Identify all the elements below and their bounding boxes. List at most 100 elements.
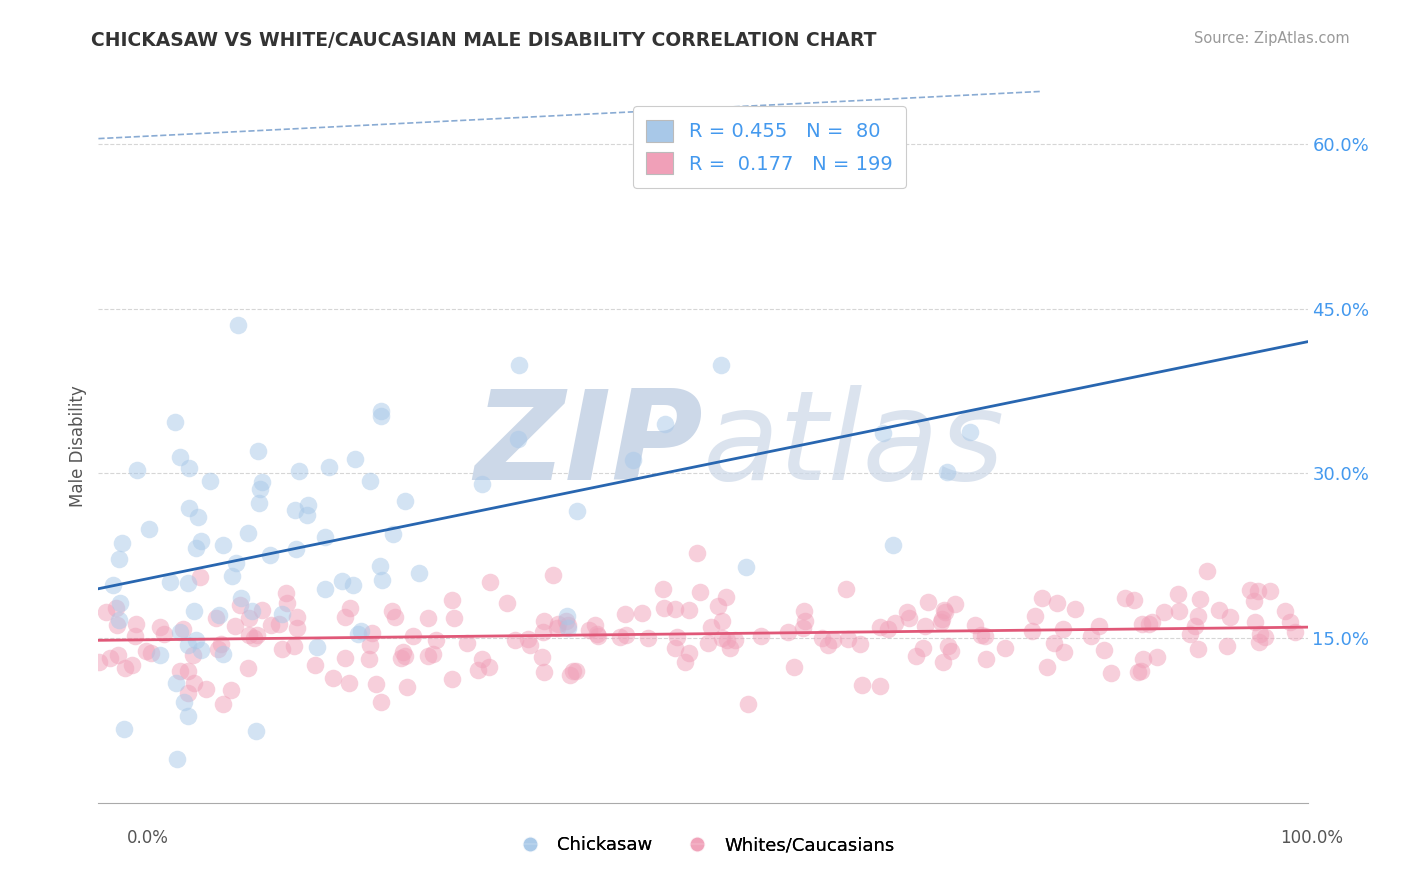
- Point: [121, 658, 143, 673]
- Y-axis label: Male Disability: Male Disability: [69, 385, 87, 507]
- Point: [1063, 602, 1085, 616]
- Point: [1187, 641, 1209, 656]
- Point: [557, 621, 579, 635]
- Point: [664, 601, 686, 615]
- Point: [562, 664, 585, 678]
- Point: [793, 604, 815, 618]
- Point: [1126, 665, 1149, 679]
- Point: [782, 659, 804, 673]
- Text: 0.0%: 0.0%: [127, 829, 169, 847]
- Point: [169, 664, 191, 678]
- Point: [969, 628, 991, 642]
- Point: [749, 629, 772, 643]
- Point: [631, 606, 654, 620]
- Point: [370, 409, 392, 424]
- Point: [939, 644, 962, 658]
- Point: [541, 568, 564, 582]
- Point: [884, 615, 907, 630]
- Point: [936, 465, 959, 479]
- Point: [226, 318, 249, 332]
- Point: [108, 552, 131, 566]
- Point: [330, 574, 353, 589]
- Point: [1249, 635, 1271, 649]
- Point: [425, 633, 447, 648]
- Point: [194, 682, 217, 697]
- Point: [276, 596, 298, 610]
- Point: [135, 644, 157, 658]
- Point: [245, 724, 267, 739]
- Point: [190, 533, 212, 548]
- Point: [285, 621, 308, 635]
- Point: [173, 695, 195, 709]
- Point: [506, 432, 529, 446]
- Point: [1140, 615, 1163, 630]
- Point: [224, 619, 246, 633]
- Point: [1197, 564, 1219, 578]
- Point: [176, 575, 198, 590]
- Point: [965, 617, 987, 632]
- Point: [148, 648, 170, 662]
- Point: [959, 425, 981, 439]
- Point: [370, 403, 392, 417]
- Point: [207, 642, 229, 657]
- Point: [1088, 618, 1111, 632]
- Point: [186, 632, 208, 647]
- Point: [1092, 642, 1115, 657]
- Point: [794, 614, 817, 628]
- Point: [1168, 604, 1191, 618]
- Point: [103, 578, 125, 592]
- Point: [533, 614, 555, 628]
- Point: [243, 631, 266, 645]
- Point: [249, 482, 271, 496]
- Point: [517, 632, 540, 646]
- Point: [578, 623, 600, 637]
- Point: [851, 678, 873, 692]
- Point: [271, 642, 294, 657]
- Point: [370, 695, 392, 709]
- Text: CHICKASAW VS WHITE/CAUCASIAN MALE DISABILITY CORRELATION CHART: CHICKASAW VS WHITE/CAUCASIAN MALE DISABI…: [91, 31, 877, 50]
- Point: [614, 607, 637, 621]
- Point: [440, 592, 463, 607]
- Point: [221, 569, 243, 583]
- Text: 100.0%: 100.0%: [1279, 829, 1343, 847]
- Point: [877, 622, 900, 636]
- Point: [177, 460, 200, 475]
- Point: [555, 609, 578, 624]
- Point: [467, 663, 489, 677]
- Point: [440, 672, 463, 686]
- Point: [149, 620, 172, 634]
- Point: [495, 596, 517, 610]
- Point: [107, 648, 129, 662]
- Point: [931, 612, 953, 626]
- Point: [343, 452, 366, 467]
- Point: [209, 637, 232, 651]
- Point: [914, 619, 936, 633]
- Point: [664, 641, 686, 656]
- Point: [359, 474, 381, 488]
- Point: [236, 526, 259, 541]
- Point: [654, 417, 676, 431]
- Point: [678, 603, 700, 617]
- Point: [678, 646, 700, 660]
- Point: [554, 615, 576, 629]
- Point: [1114, 591, 1136, 605]
- Point: [583, 618, 606, 632]
- Point: [519, 639, 541, 653]
- Point: [274, 586, 297, 600]
- Point: [267, 616, 290, 631]
- Point: [710, 632, 733, 646]
- Point: [176, 638, 198, 652]
- Point: [558, 668, 581, 682]
- Point: [125, 617, 148, 632]
- Point: [284, 542, 307, 557]
- Point: [776, 625, 799, 640]
- Point: [869, 620, 891, 634]
- Point: [114, 661, 136, 675]
- Point: [821, 633, 844, 648]
- Point: [896, 606, 918, 620]
- Point: [565, 664, 588, 678]
- Point: [416, 610, 439, 624]
- Point: [716, 633, 738, 648]
- Point: [283, 639, 305, 653]
- Point: [333, 651, 356, 665]
